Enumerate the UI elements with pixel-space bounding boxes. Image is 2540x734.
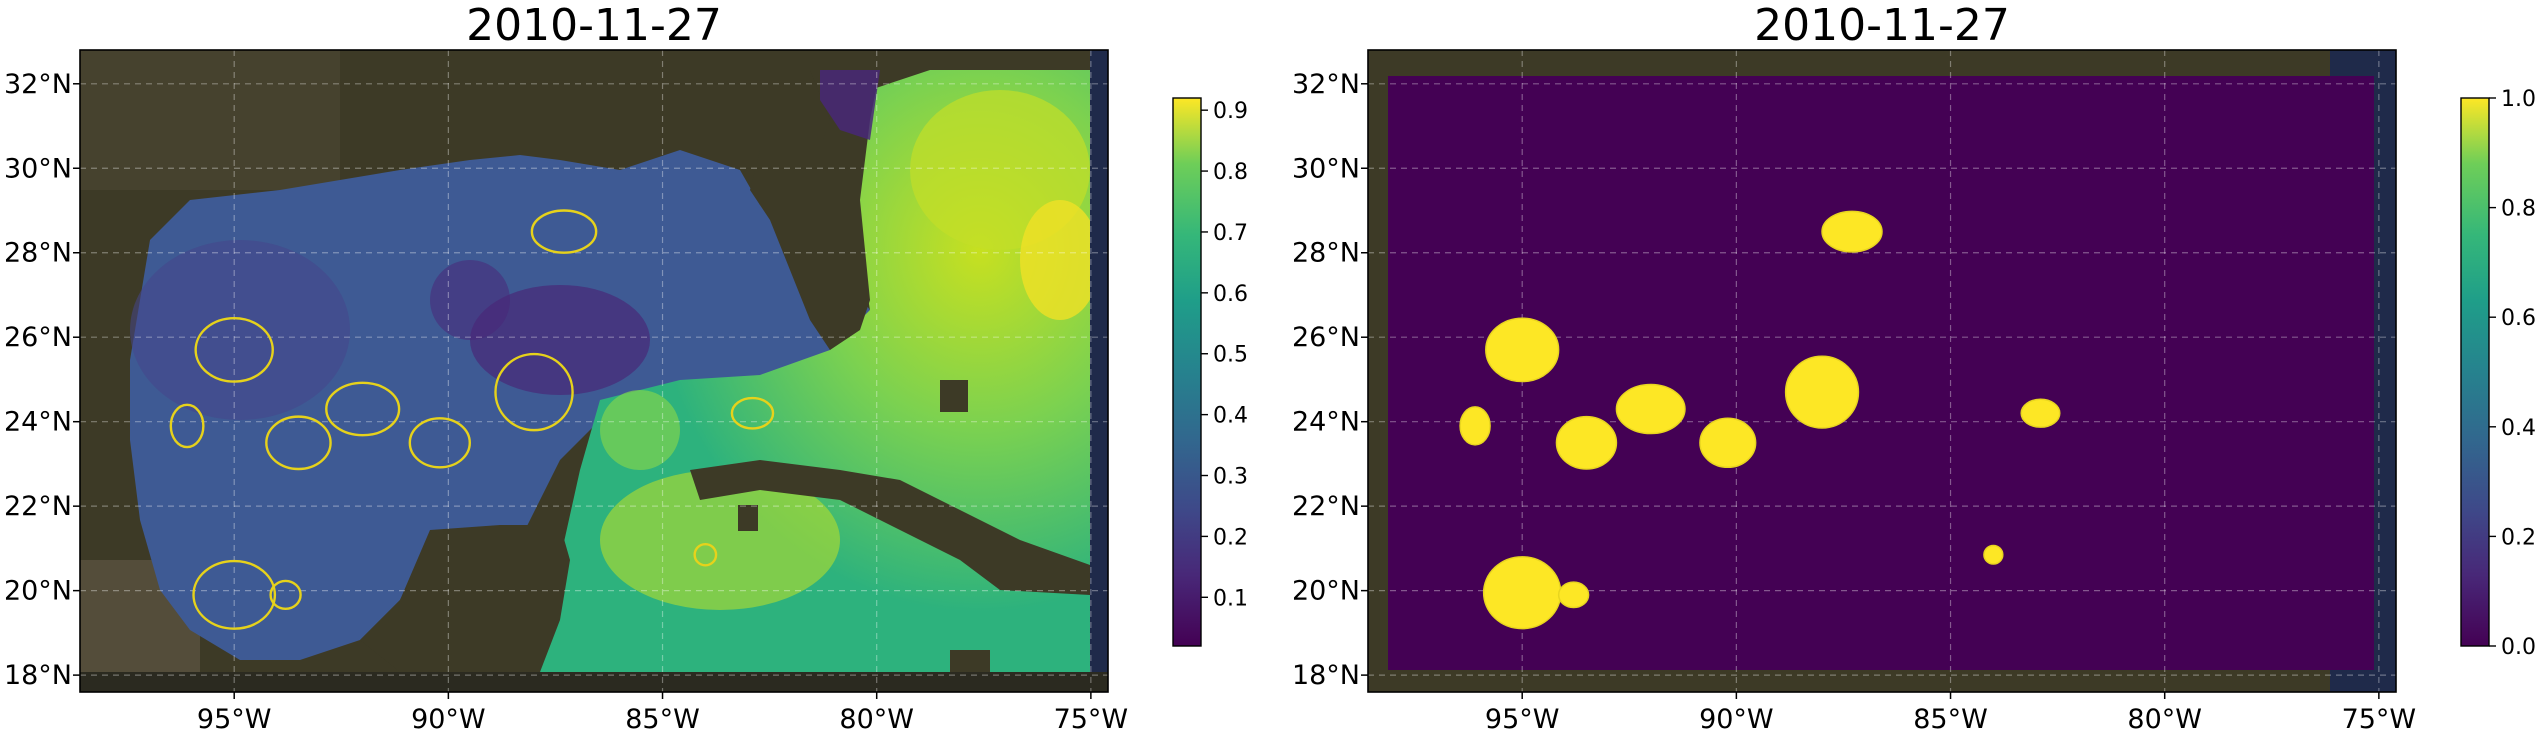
island-land	[950, 650, 990, 672]
right-y-ticks: 18°N 20°N 22°N 24°N 26°N 28°N 30°N 32°N	[1292, 69, 1368, 691]
y-tick-label: 26°N	[1292, 322, 1360, 353]
low-value-region	[430, 260, 510, 340]
y-tick-label: 20°N	[1292, 576, 1360, 607]
colorbar-tick-label: 0.6	[1213, 282, 1248, 307]
eddy-mask-blob	[1699, 417, 1757, 469]
y-tick-label: 32°N	[1292, 69, 1360, 100]
eddy-mask-blob	[1485, 317, 1560, 383]
high-value-region	[600, 470, 840, 610]
right-colorbar-ticks: 0.0 0.2 0.4 0.6 0.8 1.0	[2489, 87, 2536, 660]
colorbar-tick-label: 0.8	[1213, 160, 1248, 185]
low-value-region	[130, 240, 350, 420]
y-tick-label: 30°N	[4, 153, 72, 184]
right-x-ticks: 95°W 90°W 85°W 80°W 75°W	[1485, 692, 2416, 734]
colorbar-tick-label: 0.4	[2501, 416, 2536, 441]
left-colorbar-ticks: 0.1 0.2 0.3 0.4 0.5 0.6 0.7 0.8 0.9	[1201, 99, 1248, 611]
left-title: 2010-11-27	[466, 0, 722, 51]
land-rim	[80, 672, 1108, 692]
colorbar-tick-label: 0.2	[1213, 525, 1248, 550]
eddy-mask-blob	[1459, 406, 1491, 446]
x-tick-label: 80°W	[839, 704, 914, 734]
eddy-contour	[169, 403, 205, 449]
left-panel: 2010-11-27	[4, 0, 1248, 734]
eddy-mask-blob	[1555, 415, 1618, 470]
right-panel: 2010-11-27 95°W 90°W 85°W 80°W 75°W 18°N 20°N…	[1292, 0, 2536, 734]
colorbar-tick-label: 0.6	[2501, 306, 2536, 331]
colorbar-tick-label: 0.8	[2501, 197, 2536, 222]
low-value-region	[470, 285, 650, 395]
eddy-mask-blob	[1557, 581, 1590, 609]
colorbar-tick-label: 0.0	[2501, 635, 2536, 660]
eddy-contour	[192, 559, 277, 630]
colorbar-tick-label: 0.1	[1213, 586, 1248, 611]
eddy-contour	[408, 417, 471, 469]
x-tick-label: 90°W	[1699, 704, 1774, 734]
left-gridlines	[80, 50, 1108, 692]
eddy-mask-blob	[1482, 556, 1562, 630]
eddy-contour	[325, 381, 401, 437]
colorbar-tick-label: 1.0	[2501, 87, 2536, 112]
colorbar-tick-label: 0.5	[1213, 343, 1248, 368]
y-tick-label: 18°N	[4, 660, 72, 691]
y-tick-label: 22°N	[4, 491, 72, 522]
eddy-mask-blob	[1784, 355, 1860, 429]
eddy-mask-blob	[1615, 383, 1686, 435]
eddy-contour	[693, 542, 718, 567]
high-value-region	[600, 390, 680, 470]
left-x-ticks: 95°W 90°W 85°W 80°W 75°W	[197, 692, 1128, 734]
x-tick-label: 80°W	[2127, 704, 2202, 734]
x-tick-label: 95°W	[1485, 704, 1560, 734]
y-tick-label: 28°N	[1292, 238, 1360, 269]
high-value-region	[1020, 200, 1100, 320]
florida-coast-field	[820, 70, 880, 140]
y-tick-label: 30°N	[1292, 153, 1360, 184]
x-tick-label: 75°W	[1054, 704, 1129, 734]
eddy-contour	[530, 209, 598, 254]
right-mask-blobs	[1459, 210, 2061, 630]
y-tick-label: 24°N	[1292, 407, 1360, 438]
y-tick-label: 32°N	[4, 69, 72, 100]
eddy-contour	[269, 579, 302, 610]
ocean-rim	[1090, 50, 1108, 692]
left-map	[80, 50, 1108, 692]
x-tick-label: 85°W	[1913, 704, 1988, 734]
y-tick-label: 22°N	[1292, 491, 1360, 522]
left-y-ticks: 18°N 20°N 22°N 24°N 26°N 28°N 30°N 32°N	[4, 69, 80, 691]
right-title: 2010-11-27	[1754, 0, 2010, 51]
left-colorbar	[1172, 97, 1202, 647]
right-map	[1368, 50, 2396, 692]
left-axes-frame	[79, 49, 1109, 693]
colorbar-tick-label: 0.4	[1213, 404, 1248, 429]
y-tick-label: 26°N	[4, 322, 72, 353]
right-colorbar	[2460, 97, 2490, 647]
yucatan-land	[360, 525, 570, 672]
x-tick-label: 85°W	[625, 704, 700, 734]
colorbar-tick-label: 0.7	[1213, 221, 1248, 246]
y-tick-label: 28°N	[4, 238, 72, 269]
x-tick-label: 90°W	[411, 704, 486, 734]
eddy-contour	[194, 317, 274, 383]
colorbar-tick-label: 0.9	[1213, 99, 1248, 124]
eddy-mask-blob	[1983, 544, 2004, 565]
right-axes-frame	[1367, 49, 2397, 693]
y-tick-label: 24°N	[4, 407, 72, 438]
y-tick-label: 18°N	[1292, 660, 1360, 691]
eddy-mask-blob	[2020, 398, 2061, 428]
cuba-land	[690, 460, 1090, 595]
island-land	[738, 505, 758, 531]
y-tick-label: 20°N	[4, 576, 72, 607]
eddy-contour	[494, 352, 574, 432]
eddy-mask-blob	[1821, 210, 1883, 253]
colorbar-tick-label: 0.2	[2501, 525, 2536, 550]
land-patch	[80, 50, 340, 190]
island-land	[940, 380, 968, 412]
eddy-contour	[730, 396, 775, 430]
florida-land	[750, 70, 880, 350]
left-contours	[169, 209, 775, 630]
eddy-contour	[265, 415, 332, 471]
colorbar-tick-label: 0.3	[1213, 465, 1248, 490]
x-tick-label: 95°W	[197, 704, 272, 734]
x-tick-label: 75°W	[2342, 704, 2417, 734]
